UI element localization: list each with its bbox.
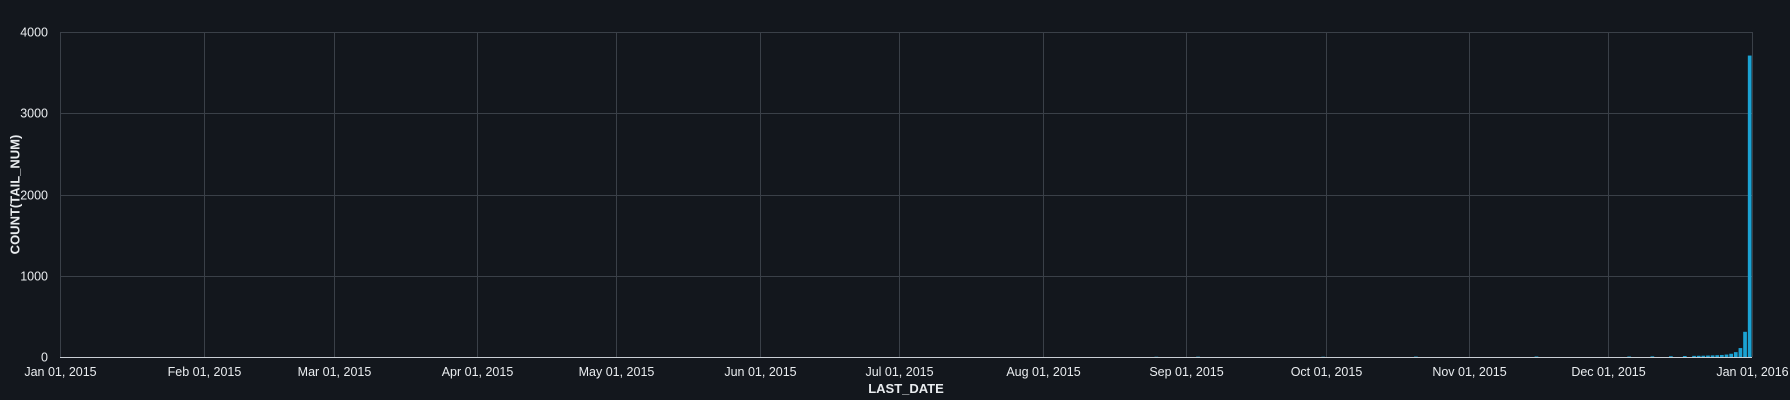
y-tick-label: 0 — [41, 351, 48, 365]
bar — [1650, 356, 1655, 357]
bars — [1154, 55, 1752, 358]
y-tick-label: 1000 — [20, 270, 48, 284]
bar — [1715, 355, 1720, 357]
bar — [1669, 356, 1673, 357]
bar — [1701, 355, 1706, 357]
bar — [1733, 352, 1738, 358]
y-tick-label: 4000 — [20, 26, 48, 40]
x-tick-label: May 01, 2015 — [579, 365, 655, 379]
x-tick-label: Mar 01, 2015 — [298, 365, 372, 379]
bar — [1682, 356, 1687, 357]
x-tick-label: Jun 01, 2015 — [724, 365, 796, 379]
x-tick-label: Aug 01, 2015 — [1006, 365, 1080, 379]
bar — [1692, 355, 1696, 357]
x-tick-label: Oct 01, 2015 — [1291, 365, 1363, 379]
bar — [1196, 356, 1200, 358]
bar — [1627, 356, 1632, 358]
x-tick-labels: Jan 01, 2015 Feb 01, 2015 Mar 01, 2015 Apr … — [24, 365, 1788, 379]
x-tick-label: Jul 01, 2015 — [865, 365, 933, 379]
bar — [1743, 331, 1747, 357]
bar — [1706, 355, 1710, 357]
x-tick-label: Feb 01, 2015 — [168, 365, 242, 379]
bar — [1747, 55, 1752, 358]
bar — [1729, 353, 1733, 357]
bar — [1724, 354, 1729, 357]
bar — [1534, 356, 1539, 358]
bar — [1738, 348, 1743, 357]
y-tick-label: 3000 — [20, 107, 48, 121]
x-tick-label: Sep 01, 2015 — [1149, 365, 1223, 379]
x-tick-label: Apr 01, 2015 — [442, 365, 514, 379]
x-tick-label: Nov 01, 2015 — [1432, 365, 1506, 379]
x-tick-label: Jan 01, 2015 — [24, 365, 96, 379]
x-tick-label: Dec 01, 2015 — [1571, 365, 1645, 379]
bar — [1696, 355, 1701, 357]
x-tick-label: Jan 01, 2016 — [1716, 365, 1788, 379]
bar — [1710, 355, 1715, 358]
grid-lines — [60, 32, 1753, 358]
x-axis-title: LAST_DATE — [868, 381, 944, 396]
y-tick-label: 2000 — [20, 189, 48, 203]
y-axis-title: COUNT(TAIL_NUM) — [7, 135, 22, 255]
y-tick-labels: 0 1000 2000 3000 4000 — [20, 26, 48, 365]
bar — [1414, 356, 1418, 358]
bar — [1720, 354, 1724, 357]
